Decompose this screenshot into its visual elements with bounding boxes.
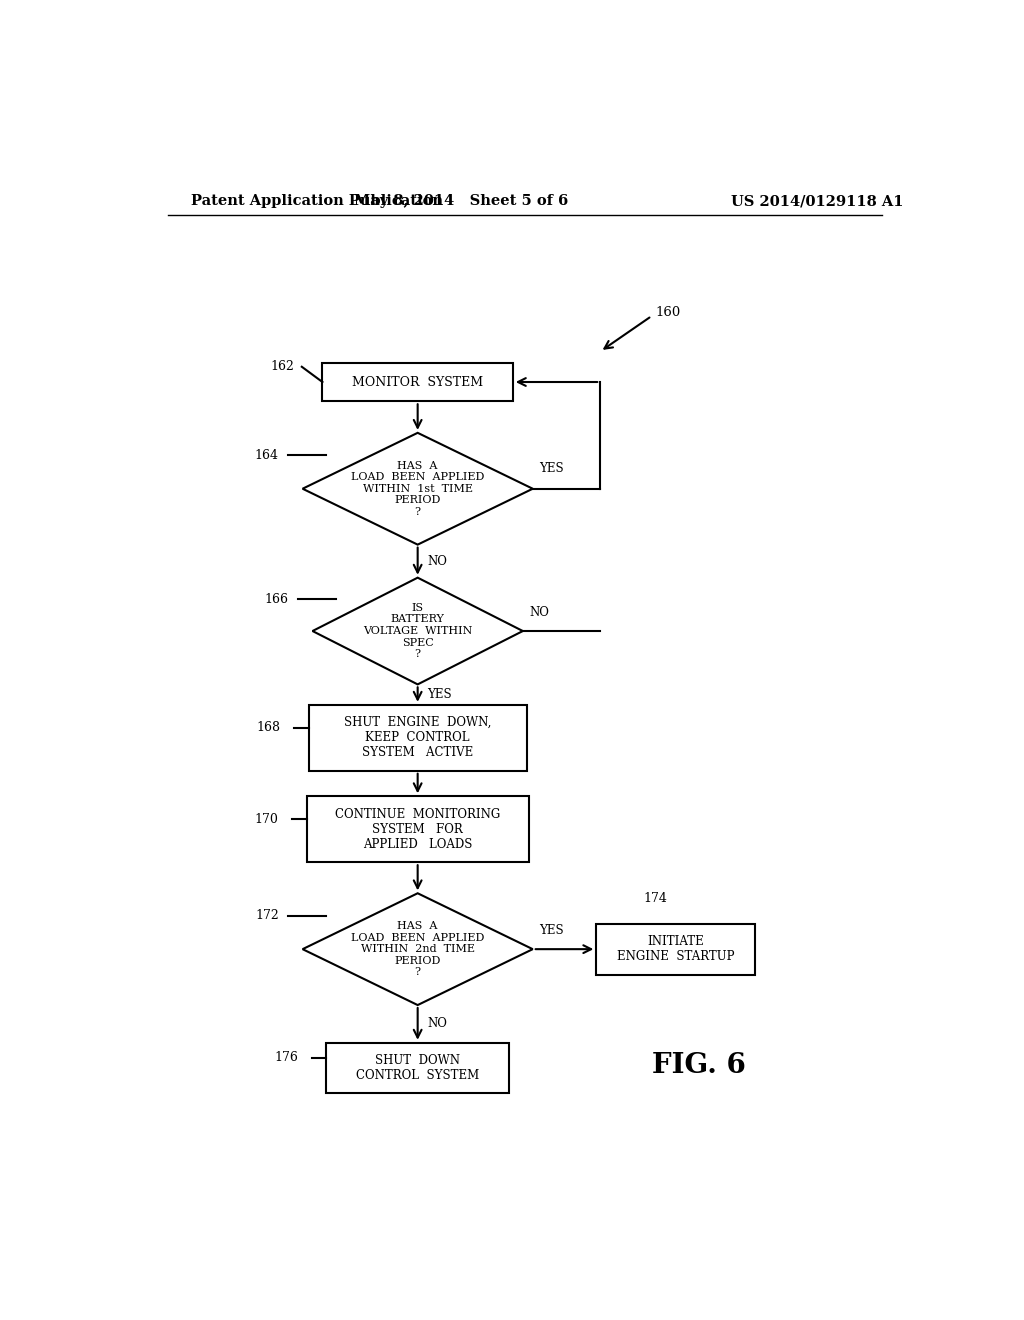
Bar xyxy=(327,1043,509,1093)
Bar xyxy=(596,924,755,974)
Text: May 8, 2014   Sheet 5 of 6: May 8, 2014 Sheet 5 of 6 xyxy=(354,194,568,209)
Text: YES: YES xyxy=(539,924,563,937)
Bar xyxy=(323,363,513,401)
Text: 166: 166 xyxy=(264,593,289,606)
Text: YES: YES xyxy=(539,462,563,475)
Text: 172: 172 xyxy=(255,909,279,923)
Text: CONTINUE  MONITORING
SYSTEM   FOR
APPLIED   LOADS: CONTINUE MONITORING SYSTEM FOR APPLIED L… xyxy=(335,808,501,850)
Polygon shape xyxy=(303,433,532,545)
Text: Patent Application Publication: Patent Application Publication xyxy=(191,194,443,209)
Text: 162: 162 xyxy=(270,360,295,374)
Text: NO: NO xyxy=(427,1018,447,1031)
Text: HAS  A
LOAD  BEEN  APPLIED
WITHIN  1st  TIME
PERIOD
?: HAS A LOAD BEEN APPLIED WITHIN 1st TIME … xyxy=(351,461,484,517)
Text: 174: 174 xyxy=(644,892,668,904)
Text: 176: 176 xyxy=(274,1052,299,1064)
Text: 160: 160 xyxy=(655,306,681,319)
Text: US 2014/0129118 A1: US 2014/0129118 A1 xyxy=(731,194,903,209)
Polygon shape xyxy=(312,578,523,684)
Text: YES: YES xyxy=(427,688,452,701)
Text: IS
BATTERY
VOLTAGE  WITHIN
SPEC
?: IS BATTERY VOLTAGE WITHIN SPEC ? xyxy=(362,603,472,659)
Polygon shape xyxy=(303,894,532,1005)
Text: 164: 164 xyxy=(255,449,279,462)
Text: 168: 168 xyxy=(257,721,281,734)
Text: NO: NO xyxy=(529,606,549,619)
Text: HAS  A
LOAD  BEEN  APPLIED
WITHIN  2nd  TIME
PERIOD
?: HAS A LOAD BEEN APPLIED WITHIN 2nd TIME … xyxy=(351,921,484,977)
Text: NO: NO xyxy=(427,554,447,568)
Text: MONITOR  SYSTEM: MONITOR SYSTEM xyxy=(352,375,483,388)
Text: 170: 170 xyxy=(255,813,279,825)
Text: SHUT  DOWN
CONTROL  SYSTEM: SHUT DOWN CONTROL SYSTEM xyxy=(356,1055,479,1082)
Bar xyxy=(308,705,526,771)
Bar xyxy=(306,796,528,862)
Text: SHUT  ENGINE  DOWN,
KEEP  CONTROL
SYSTEM   ACTIVE: SHUT ENGINE DOWN, KEEP CONTROL SYSTEM AC… xyxy=(344,717,492,759)
Text: INITIATE
ENGINE  STARTUP: INITIATE ENGINE STARTUP xyxy=(616,935,734,964)
Text: FIG. 6: FIG. 6 xyxy=(652,1052,746,1078)
